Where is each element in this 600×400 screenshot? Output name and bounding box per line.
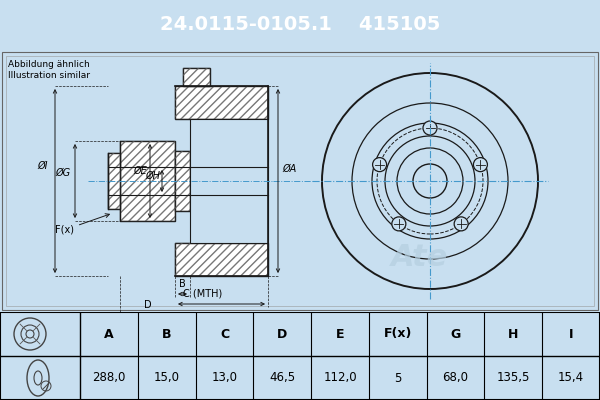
- Text: 15,0: 15,0: [154, 372, 179, 384]
- Text: E: E: [336, 328, 344, 340]
- Bar: [183, 68, 210, 86]
- Text: 135,5: 135,5: [497, 372, 530, 384]
- Bar: [175, 243, 268, 276]
- Text: 288,0: 288,0: [92, 372, 125, 384]
- Bar: [175, 151, 190, 211]
- Text: ØI: ØI: [38, 161, 48, 171]
- Text: G: G: [451, 328, 461, 340]
- Bar: [108, 153, 120, 209]
- Bar: [175, 86, 268, 119]
- Text: D: D: [277, 328, 287, 340]
- Bar: [183, 68, 210, 86]
- Circle shape: [454, 217, 468, 231]
- Text: F(x): F(x): [55, 214, 109, 235]
- Text: B: B: [162, 328, 172, 340]
- Text: H: H: [508, 328, 518, 340]
- Circle shape: [473, 158, 487, 172]
- Text: 15,4: 15,4: [558, 372, 584, 384]
- Text: 68,0: 68,0: [443, 372, 469, 384]
- Bar: [108, 153, 120, 209]
- Text: Illustration similar: Illustration similar: [8, 71, 90, 80]
- Bar: [175, 86, 268, 119]
- Text: 46,5: 46,5: [269, 372, 295, 384]
- Text: ØA: ØA: [282, 164, 296, 174]
- Bar: [120, 141, 175, 221]
- Circle shape: [392, 217, 406, 231]
- Bar: [190, 119, 268, 243]
- Text: B: B: [179, 279, 186, 289]
- Circle shape: [373, 158, 386, 172]
- Text: 13,0: 13,0: [211, 372, 238, 384]
- Text: Ate: Ate: [391, 242, 449, 272]
- Text: Abbildung ähnlich: Abbildung ähnlich: [8, 60, 90, 69]
- Text: 24.0115-0105.1    415105: 24.0115-0105.1 415105: [160, 16, 440, 34]
- Text: ØH: ØH: [146, 171, 161, 181]
- Text: ØG: ØG: [55, 168, 71, 178]
- Circle shape: [423, 121, 437, 135]
- Text: D: D: [143, 300, 151, 310]
- Text: F(x): F(x): [383, 328, 412, 340]
- Text: 112,0: 112,0: [323, 372, 357, 384]
- Text: C: C: [220, 328, 229, 340]
- Text: ØE: ØE: [133, 166, 147, 176]
- Text: A: A: [104, 328, 114, 340]
- Text: 5: 5: [394, 372, 401, 384]
- Bar: [175, 151, 190, 211]
- Text: C (MTH): C (MTH): [183, 288, 222, 298]
- Bar: [175, 243, 268, 276]
- Text: I: I: [569, 328, 574, 340]
- Bar: [120, 141, 175, 221]
